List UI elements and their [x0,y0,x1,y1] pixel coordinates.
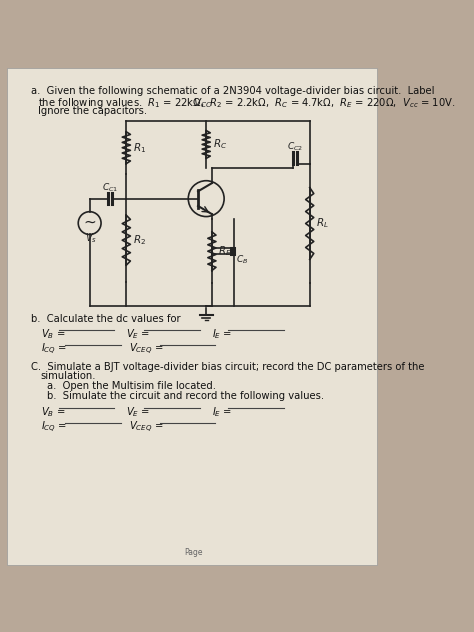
Text: $V_E$ =: $V_E$ = [127,327,150,341]
Text: a.  Given the following schematic of a 2N3904 voltage-divider bias circuit.  Lab: a. Given the following schematic of a 2N… [31,86,435,96]
Text: $R_1$: $R_1$ [133,141,146,155]
Text: b.  Calculate the dc values for: b. Calculate the dc values for [31,314,181,324]
Text: $R_C$: $R_C$ [213,138,227,151]
Text: C.  Simulate a BJT voltage-divider bias circuit; record the DC parameters of the: C. Simulate a BJT voltage-divider bias c… [31,362,425,372]
Text: a.  Open the Multisim file located.: a. Open the Multisim file located. [47,381,216,391]
Text: $V_E$ =: $V_E$ = [127,406,150,420]
Text: $I_{CQ}$ =: $I_{CQ}$ = [41,420,67,435]
Text: $R_E$: $R_E$ [219,245,232,258]
Text: b.  Simulate the circuit and record the following values.: b. Simulate the circuit and record the f… [47,391,324,401]
Text: ~: ~ [83,215,96,230]
Text: $R_2$: $R_2$ [133,233,146,247]
Text: $I_E$ =: $I_E$ = [212,327,232,341]
Text: $C_{C1}$: $C_{C1}$ [102,181,118,194]
Text: $C_{C2}$: $C_{C2}$ [287,141,303,153]
FancyBboxPatch shape [7,68,377,566]
Text: $R_L$: $R_L$ [316,217,329,231]
Text: $V_{CC}$: $V_{CC}$ [192,96,212,110]
Text: $V_s$: $V_s$ [85,231,97,245]
Text: the following values.  $R_1$ = 22k$\Omega$,  $R_2$ = 2.2k$\Omega$,  $R_C$ = 4.7k: the following values. $R_1$ = 22k$\Omega… [38,96,456,110]
Text: $I_{CQ}$ =: $I_{CQ}$ = [41,342,67,357]
Text: $V_{CEQ}$ =: $V_{CEQ}$ = [129,420,163,435]
Text: simulation.: simulation. [41,372,96,382]
Text: Page: Page [184,548,202,557]
Text: $V_B$ =: $V_B$ = [41,327,65,341]
Text: $C_B$: $C_B$ [237,253,249,266]
Text: Ignore the capacitors.: Ignore the capacitors. [38,106,147,116]
Text: $V_B$ =: $V_B$ = [41,406,65,420]
Text: $I_E$ =: $I_E$ = [212,406,232,420]
Text: $V_{CEQ}$ =: $V_{CEQ}$ = [129,342,163,357]
